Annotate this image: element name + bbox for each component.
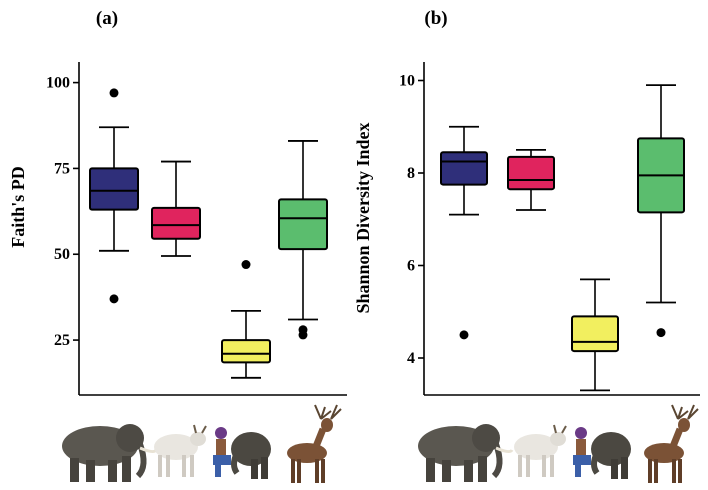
animal-icons-b bbox=[418, 404, 699, 483]
boxes-b bbox=[440, 84, 685, 392]
iqr-box bbox=[89, 167, 139, 211]
y-tick-label: 10 bbox=[399, 73, 415, 90]
animal-icons-a bbox=[62, 404, 342, 483]
iqr-box bbox=[151, 206, 201, 240]
box-wild-elephant bbox=[440, 125, 488, 340]
wild-elephant-icon bbox=[418, 424, 514, 482]
box-captive-elephant bbox=[221, 260, 271, 379]
box-deer bbox=[278, 140, 328, 340]
iqr-box bbox=[507, 155, 555, 191]
boxes-a bbox=[89, 88, 328, 379]
panel-faiths-pd: (a) Faith's PD 25 50 75 100 bbox=[8, 8, 347, 483]
panel-shannon-diversity: (b) Shannon Diversity Index 4 6 8 10 bbox=[353, 8, 700, 483]
iqr-box bbox=[278, 198, 328, 251]
box-deer bbox=[637, 84, 685, 338]
iqr-box bbox=[221, 339, 271, 364]
outlier-point bbox=[241, 260, 251, 270]
wild-elephant-icon bbox=[62, 424, 158, 482]
outlier-point bbox=[298, 330, 308, 340]
cow-icon bbox=[514, 424, 567, 477]
box-wild-elephant bbox=[89, 88, 139, 304]
deer-icon bbox=[644, 404, 699, 483]
cow-icon bbox=[154, 424, 207, 477]
y-tick-label: 25 bbox=[54, 332, 70, 349]
panel-label-a: (a) bbox=[96, 8, 118, 29]
deer-icon bbox=[287, 404, 342, 483]
outlier-point bbox=[459, 330, 469, 340]
outlier-point bbox=[109, 88, 119, 98]
outlier-point bbox=[109, 294, 119, 304]
y-axis-label-b: Shannon Diversity Index bbox=[353, 122, 373, 313]
y-ticks-b: 4 6 8 10 bbox=[399, 73, 424, 367]
panel-label-b: (b) bbox=[424, 8, 447, 29]
box-domestic-cattle bbox=[151, 160, 201, 257]
y-tick-label: 6 bbox=[407, 258, 415, 275]
iqr-box bbox=[440, 151, 488, 186]
y-tick-label: 8 bbox=[407, 165, 415, 182]
captive-elephant-with-mahout-icon bbox=[213, 427, 271, 479]
box-domestic-cattle bbox=[507, 148, 555, 211]
box-captive-elephant bbox=[571, 278, 619, 392]
captive-elephant-with-mahout-icon bbox=[573, 427, 631, 479]
iqr-box bbox=[571, 315, 619, 353]
y-tick-label: 100 bbox=[46, 75, 70, 92]
outlier-point bbox=[656, 328, 666, 338]
y-axis-label-a: Faith's PD bbox=[8, 166, 28, 248]
y-tick-label: 75 bbox=[54, 160, 70, 177]
y-tick-label: 4 bbox=[407, 350, 415, 367]
y-tick-label: 50 bbox=[54, 246, 70, 263]
y-ticks-a: 25 50 75 100 bbox=[46, 75, 79, 349]
